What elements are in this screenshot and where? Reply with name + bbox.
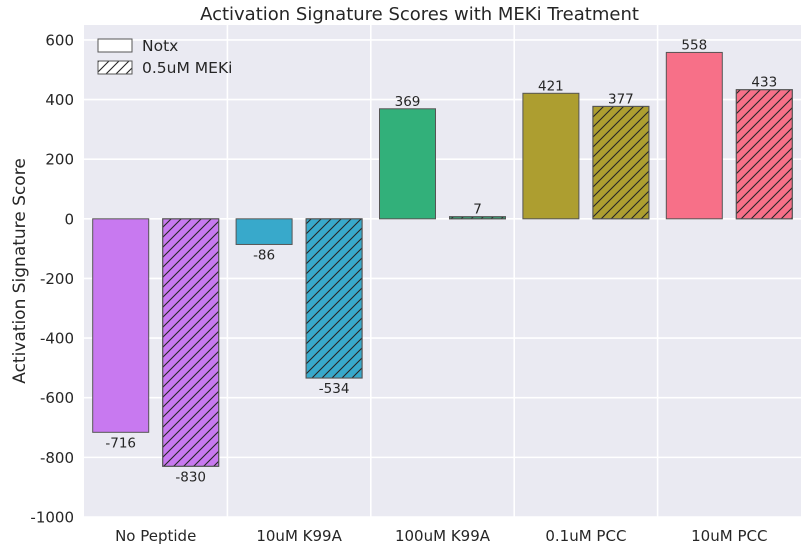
legend-label: 0.5uM MEKi [142,59,232,77]
bar-hatch [449,216,506,220]
x-tick-label: No Peptide [115,527,196,545]
data-label: 377 [608,91,634,107]
bar-hatch [592,105,650,220]
bar [379,108,436,220]
data-label: -830 [175,469,206,485]
x-axis-ticks: No Peptide 10uM K99A 100uM K99A 0.1uM PCC 10… [115,527,767,545]
y-tick-label: 0 [64,210,74,228]
chart-title: Activation Signature Scores with MEKi Tr… [200,4,639,25]
bar [522,92,580,220]
y-tick-label: -800 [40,449,74,467]
bar [92,218,150,433]
bar-hatch [735,89,793,220]
data-label: 7 [473,202,482,218]
data-label: 558 [681,37,707,53]
x-tick-label: 0.1uM PCC [545,527,626,545]
data-label: 369 [395,94,421,110]
data-label: -86 [253,247,275,263]
y-tick-label: 600 [45,31,74,49]
data-label: 433 [751,75,777,91]
x-tick-label: 10uM PCC [691,527,767,545]
data-label: -716 [105,435,136,451]
y-tick-label: -400 [40,330,74,348]
bar-hatch [162,218,220,467]
x-tick-label: 10uM K99A [256,527,342,545]
y-axis-label: Activation Signature Score [10,158,30,384]
bar-hatch [305,218,363,379]
data-label: -534 [319,381,350,397]
y-tick-label: -600 [40,389,74,407]
bar [665,51,723,220]
legend-swatch-hatch [97,60,133,75]
legend: Notx 0.5uM MEKi [97,37,232,77]
x-tick-label: 100uM K99A [395,527,491,545]
y-tick-label: 400 [45,91,74,109]
data-label: 421 [538,78,564,94]
bars [92,51,793,467]
y-tick-label: -200 [40,270,74,288]
y-tick-label: 200 [45,151,74,169]
bar [235,218,293,245]
data-labels: -716 -86 369 421 558 -830 -534 7 377 433 [105,37,777,485]
y-tick-label: -1000 [30,509,74,527]
y-axis-ticks: -1000 -800 -600 -400 -200 0 200 400 600 [30,31,74,526]
legend-label: Notx [142,37,178,55]
legend-swatch [97,38,133,53]
